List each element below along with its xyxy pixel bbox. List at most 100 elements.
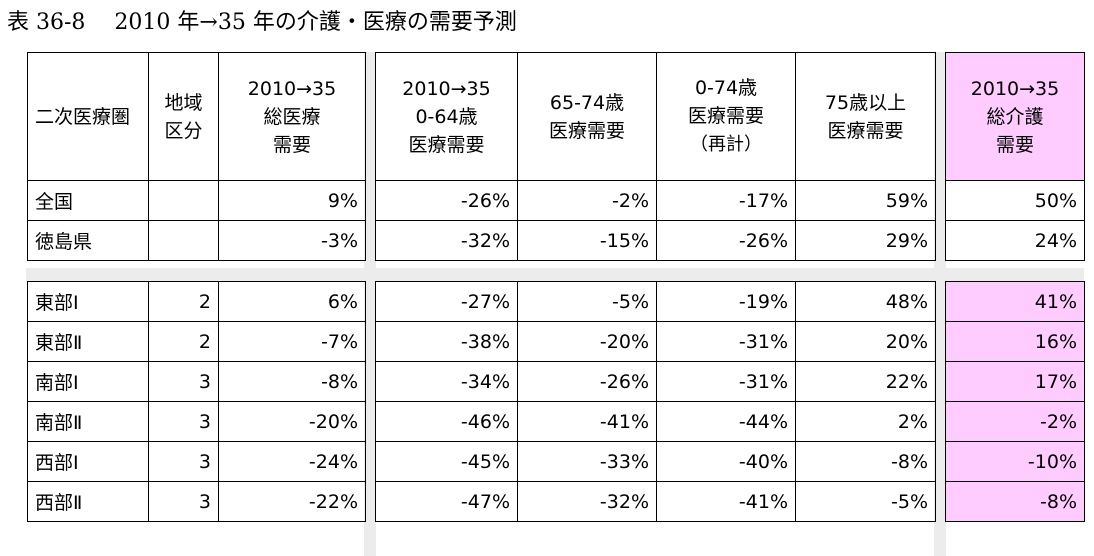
- cell-region-type: [148, 220, 219, 261]
- cell-area: 南部Ⅰ: [27, 361, 149, 402]
- cell-total-medical: 9%: [218, 180, 366, 221]
- table-row: 全国 9%: [27, 180, 366, 221]
- cell-age-0-64: -46%: [375, 401, 518, 442]
- cell-area: 東部Ⅰ: [27, 281, 149, 322]
- cell-age-65-74: -32%: [517, 481, 657, 522]
- cell-age-0-74: -41%: [656, 481, 796, 522]
- table-row: 東部Ⅱ 2 -7%: [27, 321, 366, 362]
- table-row: 東部Ⅰ 2 6%: [27, 281, 366, 322]
- cell-area: 東部Ⅱ: [27, 321, 149, 362]
- cell-age-0-64: -26%: [375, 180, 518, 221]
- cell-age-0-64: -38%: [375, 321, 518, 362]
- table-row: -34% -26% -31% 22%: [375, 361, 936, 402]
- table-row: -2%: [945, 401, 1085, 442]
- cell-area: 徳島県: [27, 220, 149, 261]
- table-row: -32% -15% -26% 29%: [375, 220, 936, 261]
- cell-total-medical: -3%: [218, 220, 366, 261]
- table-row: 50%: [945, 180, 1085, 221]
- header-total-care: 2010→35 総介護 需要: [945, 52, 1085, 181]
- header-row: 二次医療圏 地域 区分 2010→35 総医療 需要: [27, 52, 366, 181]
- header-area: 二次医療圏: [27, 52, 149, 181]
- header-row: 2010→35 0-64歳 医療需要 65-74歳 医療需要 0-74歳 医療需要 （再計…: [375, 52, 936, 181]
- cell-age-0-64: -27%: [375, 281, 518, 322]
- cell-age-0-74: -31%: [656, 361, 796, 402]
- table-block-care: 2010→35 総介護 需要 50% 24%: [945, 52, 1085, 261]
- cell-age-75-plus: -8%: [795, 441, 936, 482]
- cell-region-type: 3: [148, 441, 219, 482]
- cell-total-medical: -22%: [218, 481, 366, 522]
- cell-age-65-74: -2%: [517, 180, 657, 221]
- cell-region-type: [148, 180, 219, 221]
- cell-region-type: 2: [148, 281, 219, 322]
- table-row: 24%: [945, 220, 1085, 261]
- cell-age-65-74: -15%: [517, 220, 657, 261]
- cell-area: 全国: [27, 180, 149, 221]
- table-row: 南部Ⅰ 3 -8%: [27, 361, 366, 402]
- header-total-medical: 2010→35 総医療 需要: [218, 52, 366, 181]
- header-age-0-64: 2010→35 0-64歳 医療需要: [375, 52, 518, 181]
- table-row: 南部Ⅱ 3 -20%: [27, 401, 366, 442]
- cell-age-75-plus: 59%: [795, 180, 936, 221]
- cell-area: 南部Ⅱ: [27, 401, 149, 442]
- cell-total-care: -2%: [945, 401, 1085, 442]
- header-age-0-74: 0-74歳 医療需要 （再計）: [656, 52, 796, 181]
- cell-age-75-plus: 29%: [795, 220, 936, 261]
- header-age-65-74: 65-74歳 医療需要: [517, 52, 657, 181]
- cell-area: 西部Ⅰ: [27, 441, 149, 482]
- page-title: 表 36-8 2010 年→35 年の介護・医療の需要予測: [7, 10, 517, 35]
- cell-age-65-74: -33%: [517, 441, 657, 482]
- cell-age-0-74: -17%: [656, 180, 796, 221]
- table-row: 17%: [945, 361, 1085, 402]
- cell-age-75-plus: -5%: [795, 481, 936, 522]
- table-row: -26% -2% -17% 59%: [375, 180, 936, 221]
- cell-age-0-74: -26%: [656, 220, 796, 261]
- table-row: -47% -32% -41% -5%: [375, 481, 936, 522]
- cell-age-0-64: -34%: [375, 361, 518, 402]
- table-row: -8%: [945, 481, 1085, 522]
- cell-age-0-64: -32%: [375, 220, 518, 261]
- cell-age-0-64: -47%: [375, 481, 518, 522]
- table-block-care-lower: 41% 16% 17% -2% -10% -8%: [945, 281, 1085, 522]
- table-block-age: 2010→35 0-64歳 医療需要 65-74歳 医療需要 0-74歳 医療需要 （再計…: [375, 52, 936, 261]
- cell-total-care: -10%: [945, 441, 1085, 482]
- cell-total-medical: -7%: [218, 321, 366, 362]
- table-row: 西部Ⅰ 3 -24%: [27, 441, 366, 482]
- header-region-type: 地域 区分: [148, 52, 219, 181]
- cell-age-0-74: -40%: [656, 441, 796, 482]
- table-row: -38% -20% -31% 20%: [375, 321, 936, 362]
- cell-age-65-74: -20%: [517, 321, 657, 362]
- header-age-75-plus: 75歳以上 医療需要: [795, 52, 936, 181]
- table-block-area-lower: 東部Ⅰ 2 6% 東部Ⅱ 2 -7% 南部Ⅰ 3 -8% 南部Ⅱ 3 -20% 西部Ⅰ 3 -24%…: [27, 281, 366, 522]
- cell-total-care: 41%: [945, 281, 1085, 322]
- cell-total-care: 16%: [945, 321, 1085, 362]
- cell-region-type: 3: [148, 361, 219, 402]
- cell-age-75-plus: 2%: [795, 401, 936, 442]
- cell-total-medical: -24%: [218, 441, 366, 482]
- table-block-area: 二次医療圏 地域 区分 2010→35 総医療 需要 全国 9% 徳島県 -3%: [27, 52, 366, 261]
- cell-total-care: 17%: [945, 361, 1085, 402]
- row-separator: [26, 268, 1084, 282]
- cell-age-0-74: -31%: [656, 321, 796, 362]
- cell-age-65-74: -41%: [517, 401, 657, 442]
- cell-region-type: 3: [148, 401, 219, 442]
- cell-age-0-74: -44%: [656, 401, 796, 442]
- table-block-age-lower: -27% -5% -19% 48% -38% -20% -31% 20% -34% -26% -…: [375, 281, 936, 522]
- table-row: -27% -5% -19% 48%: [375, 281, 936, 322]
- table-row: 16%: [945, 321, 1085, 362]
- cell-age-65-74: -5%: [517, 281, 657, 322]
- table-row: -10%: [945, 441, 1085, 482]
- cell-total-medical: 6%: [218, 281, 366, 322]
- cell-region-type: 3: [148, 481, 219, 522]
- cell-total-medical: -8%: [218, 361, 366, 402]
- cell-age-75-plus: 22%: [795, 361, 936, 402]
- cell-age-75-plus: 48%: [795, 281, 936, 322]
- table-row: -46% -41% -44% 2%: [375, 401, 936, 442]
- cell-area: 西部Ⅱ: [27, 481, 149, 522]
- header-row: 2010→35 総介護 需要: [945, 52, 1085, 181]
- cell-age-0-64: -45%: [375, 441, 518, 482]
- cell-total-medical: -20%: [218, 401, 366, 442]
- cell-region-type: 2: [148, 321, 219, 362]
- column-separator-left: [364, 52, 376, 556]
- cell-total-care: 50%: [945, 180, 1085, 221]
- table-row: 西部Ⅱ 3 -22%: [27, 481, 366, 522]
